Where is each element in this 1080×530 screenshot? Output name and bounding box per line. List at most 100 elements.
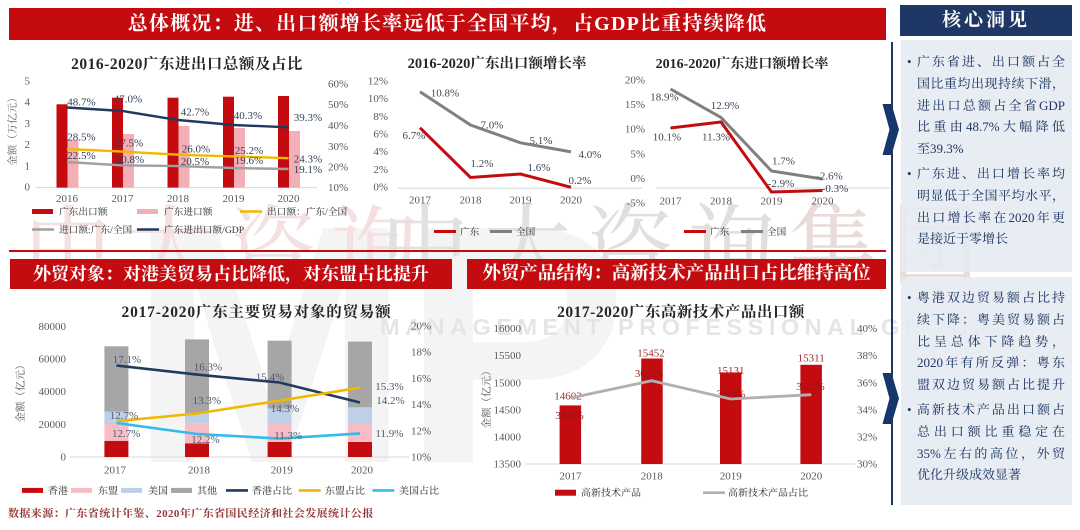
svg-text:40%: 40%: [857, 323, 877, 335]
svg-text:2018: 2018: [460, 195, 483, 207]
svg-text:2016-2020广东进口额增长率: 2016-2020广东进口额增长率: [656, 56, 829, 72]
svg-text:1.2%: 1.2%: [471, 158, 494, 170]
svg-text:1.7%: 1.7%: [772, 156, 795, 168]
svg-text:2019: 2019: [271, 465, 294, 477]
svg-text:15500: 15500: [494, 350, 522, 362]
svg-text:12%: 12%: [411, 425, 431, 437]
svg-text:2016-2020广东进出口总额及占比: 2016-2020广东进出口总额及占比: [71, 55, 303, 73]
svg-text:15000: 15000: [494, 377, 522, 389]
svg-text:12%: 12%: [368, 76, 388, 88]
svg-text:出口额：广东/全国: 出口额：广东/全国: [267, 206, 348, 218]
svg-text:2020: 2020: [278, 193, 301, 205]
svg-text:全国: 全国: [516, 226, 536, 238]
svg-text:3: 3: [25, 118, 31, 130]
svg-text:4.0%: 4.0%: [579, 149, 602, 161]
svg-text:48.7%: 48.7%: [67, 97, 95, 109]
svg-text:18%: 18%: [411, 347, 431, 359]
svg-text:2017: 2017: [112, 193, 135, 205]
svg-text:14000: 14000: [494, 431, 522, 443]
svg-text:-2.6%: -2.6%: [816, 171, 843, 183]
svg-text:32%: 32%: [857, 431, 877, 443]
svg-text:2017-2020广东主要贸易对象的贸易额: 2017-2020广东主要贸易对象的贸易额: [122, 303, 392, 321]
svg-text:金额（亿元）: 金额（亿元）: [15, 360, 27, 423]
svg-text:50%: 50%: [328, 99, 348, 111]
svg-text:2017: 2017: [560, 471, 583, 483]
svg-text:2017: 2017: [104, 465, 127, 477]
svg-text:60000: 60000: [39, 354, 67, 366]
svg-text:2020: 2020: [560, 195, 583, 207]
svg-text:38%: 38%: [857, 350, 877, 362]
svg-text:13500: 13500: [494, 459, 522, 471]
svg-text:20.8%: 20.8%: [116, 154, 144, 166]
svg-text:12.7%: 12.7%: [112, 428, 140, 440]
svg-text:0: 0: [61, 452, 67, 464]
svg-text:12.2%: 12.2%: [191, 434, 219, 446]
svg-text:10%: 10%: [368, 93, 388, 105]
svg-text:16%: 16%: [411, 373, 431, 385]
svg-text:36.2%: 36.2%: [635, 368, 663, 380]
svg-text:20%: 20%: [328, 162, 348, 174]
svg-text:40%: 40%: [328, 120, 348, 132]
svg-text:22.5%: 22.5%: [67, 150, 95, 162]
svg-text:30%: 30%: [328, 141, 348, 153]
svg-text:7.0%: 7.0%: [481, 120, 504, 132]
svg-text:4%: 4%: [373, 146, 388, 158]
svg-text:2: 2: [25, 139, 31, 151]
svg-text:15311: 15311: [798, 353, 825, 365]
svg-text:广东进出口额/GDP: 广东进出口额/GDP: [164, 224, 244, 236]
svg-text:全国: 全国: [767, 226, 787, 238]
svg-text:19.6%: 19.6%: [235, 155, 263, 167]
svg-text:15.3%: 15.3%: [375, 381, 403, 393]
svg-text:20000: 20000: [39, 419, 67, 431]
svg-text:6%: 6%: [373, 128, 388, 140]
svg-text:42.7%: 42.7%: [181, 107, 209, 119]
svg-text:47.0%: 47.0%: [114, 94, 142, 106]
svg-text:17.1%: 17.1%: [113, 354, 141, 366]
svg-text:60%: 60%: [328, 79, 348, 91]
svg-text:2020: 2020: [812, 196, 835, 208]
svg-text:20%: 20%: [411, 321, 431, 333]
svg-text:2018: 2018: [188, 465, 211, 477]
svg-text:39.3%: 39.3%: [294, 112, 322, 124]
svg-text:8%: 8%: [373, 111, 388, 123]
svg-text:5.1%: 5.1%: [530, 135, 553, 147]
svg-text:美国: 美国: [148, 485, 168, 497]
svg-text:35.2%: 35.2%: [796, 381, 824, 393]
svg-text:14602: 14602: [554, 391, 582, 403]
svg-text:0%: 0%: [373, 181, 388, 193]
svg-text:美国占比: 美国占比: [399, 485, 439, 497]
svg-text:广东进口额: 广东进口额: [164, 206, 213, 218]
svg-text:36%: 36%: [857, 377, 877, 389]
svg-text:金额（亿元）: 金额（亿元）: [481, 366, 493, 429]
svg-text:14.3%: 14.3%: [271, 403, 299, 415]
svg-text:19.1%: 19.1%: [294, 164, 322, 176]
svg-text:27.5%: 27.5%: [115, 138, 143, 150]
svg-text:高新技术产品: 高新技术产品: [581, 487, 641, 498]
svg-text:25.2%: 25.2%: [235, 145, 263, 157]
svg-text:28.5%: 28.5%: [67, 132, 95, 144]
svg-text:-2.9%: -2.9%: [768, 178, 795, 190]
svg-text:15131: 15131: [717, 365, 745, 377]
svg-text:1.6%: 1.6%: [528, 162, 551, 174]
svg-text:11.3%: 11.3%: [702, 132, 730, 144]
svg-text:2019: 2019: [510, 195, 533, 207]
svg-text:34%: 34%: [857, 404, 877, 416]
svg-text:10%: 10%: [411, 452, 431, 464]
svg-text:14%: 14%: [411, 399, 431, 411]
svg-text:15.4%: 15.4%: [256, 372, 284, 384]
svg-text:10%: 10%: [625, 124, 645, 136]
svg-text:东盟: 东盟: [98, 485, 118, 497]
svg-text:24.3%: 24.3%: [294, 154, 322, 166]
svg-text:-5%: -5%: [627, 198, 645, 210]
svg-text:20.5%: 20.5%: [181, 156, 209, 168]
svg-text:13.3%: 13.3%: [193, 395, 221, 407]
svg-text:2019: 2019: [720, 471, 743, 483]
svg-text:26.0%: 26.0%: [182, 144, 210, 156]
svg-text:6.7%: 6.7%: [403, 130, 426, 142]
svg-text:-0.3%: -0.3%: [822, 183, 849, 195]
svg-text:2018: 2018: [641, 471, 664, 483]
svg-text:1: 1: [25, 160, 31, 172]
svg-text:其他: 其他: [197, 485, 217, 497]
svg-text:2020: 2020: [800, 471, 823, 483]
svg-text:30%: 30%: [857, 459, 877, 471]
